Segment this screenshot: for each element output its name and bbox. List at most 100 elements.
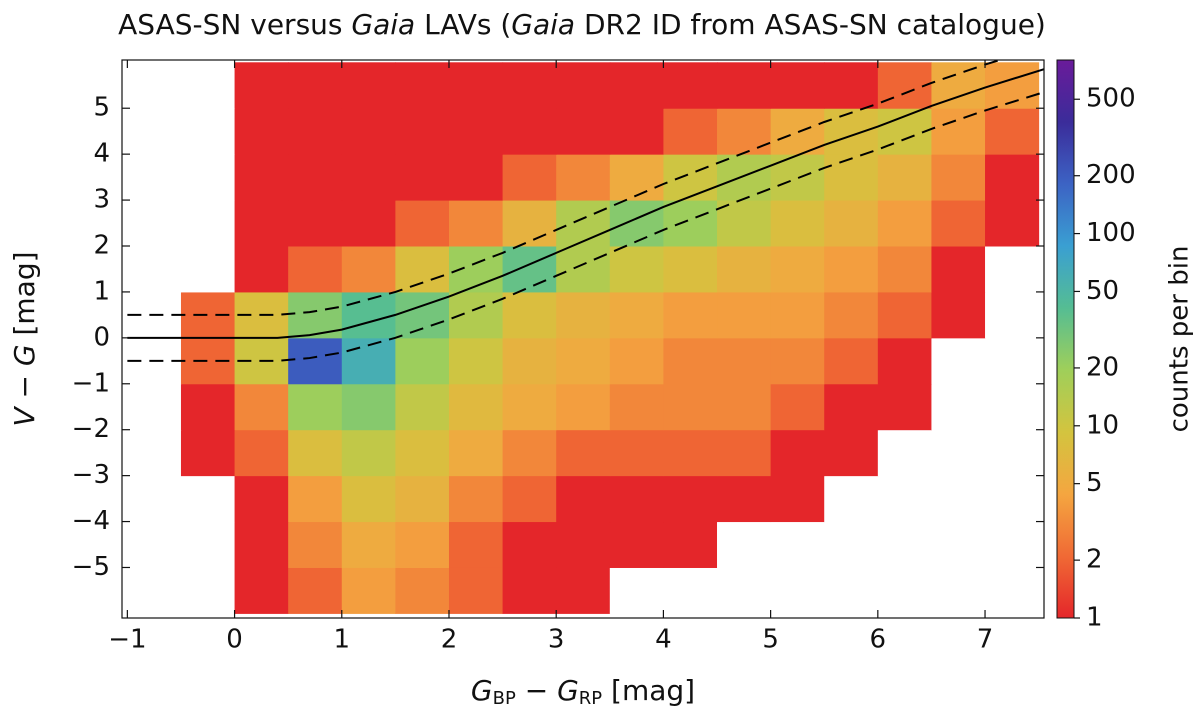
bin xyxy=(931,521,986,568)
bin xyxy=(877,246,932,293)
bin xyxy=(127,521,182,568)
bin xyxy=(609,383,664,431)
x-tick-label: 6 xyxy=(870,625,887,655)
bin xyxy=(770,475,825,523)
bin xyxy=(180,429,236,477)
bin xyxy=(341,108,396,155)
bin xyxy=(341,62,396,109)
bin xyxy=(931,567,986,614)
bin xyxy=(234,521,289,568)
bin xyxy=(341,429,396,477)
colorbar-tick-label: 200 xyxy=(1086,160,1136,190)
bin xyxy=(234,200,289,247)
bin xyxy=(127,200,182,247)
colorbar-label: counts per bin xyxy=(1165,246,1195,433)
bin xyxy=(556,108,611,155)
bin xyxy=(234,383,289,431)
bin xyxy=(448,200,504,247)
y-tick-label: 1 xyxy=(93,276,110,306)
colorbar-tick-label: 500 xyxy=(1086,84,1136,114)
bin xyxy=(502,291,557,339)
bin xyxy=(931,337,986,385)
bin xyxy=(770,246,825,293)
bin xyxy=(234,475,289,523)
x-tick-label: 2 xyxy=(441,625,458,655)
bin xyxy=(717,200,772,247)
bin xyxy=(502,246,557,293)
bin xyxy=(985,291,1040,339)
bin xyxy=(127,108,182,155)
bin xyxy=(877,429,932,477)
bin xyxy=(663,200,718,247)
bin xyxy=(877,383,932,431)
bin xyxy=(448,154,504,201)
bin xyxy=(877,567,932,614)
bin xyxy=(877,200,932,247)
bin xyxy=(288,108,343,155)
bin xyxy=(824,246,879,293)
bin xyxy=(663,521,718,568)
bin xyxy=(502,108,557,155)
bin xyxy=(234,567,289,614)
bin xyxy=(877,154,932,201)
bin xyxy=(341,246,396,293)
bin xyxy=(341,383,396,431)
bin xyxy=(663,246,718,293)
bin xyxy=(234,429,289,477)
bin xyxy=(288,567,343,614)
bin xyxy=(985,475,1040,523)
y-axis-label: V − G [mag] xyxy=(8,251,41,426)
colorbar-tick-label: 10 xyxy=(1086,410,1119,440)
bin xyxy=(502,383,557,431)
bin xyxy=(824,475,879,523)
bin xyxy=(985,383,1040,431)
bin xyxy=(556,429,611,477)
bin xyxy=(770,337,825,385)
fit-line xyxy=(127,91,1044,362)
bin xyxy=(395,108,450,155)
plot-frame xyxy=(121,59,1045,619)
bin xyxy=(180,108,236,155)
bin xyxy=(395,62,450,109)
bin xyxy=(127,475,182,523)
bin xyxy=(341,200,396,247)
bin xyxy=(288,337,343,385)
bin xyxy=(180,200,236,247)
bin xyxy=(609,154,664,201)
y-tick-label: −4 xyxy=(72,506,110,536)
bin xyxy=(448,429,504,477)
colorbar xyxy=(1056,59,1075,619)
x-tick-label: 7 xyxy=(977,625,994,655)
bin xyxy=(824,108,879,155)
bin xyxy=(556,291,611,339)
bin xyxy=(609,108,664,155)
bin xyxy=(234,154,289,201)
x-axis-label: GBP − GRP [mag] xyxy=(471,674,695,709)
y-tick-label: −1 xyxy=(72,368,110,398)
bin xyxy=(288,521,343,568)
bin xyxy=(502,567,557,614)
bin xyxy=(824,291,879,339)
bin xyxy=(824,200,879,247)
bin xyxy=(717,429,772,477)
x-tick-label: 0 xyxy=(226,625,243,655)
fit-line xyxy=(127,60,1004,316)
bin xyxy=(931,383,986,431)
bin xyxy=(288,383,343,431)
bin xyxy=(824,521,879,568)
bin xyxy=(395,475,450,523)
colorbar-tick-label: 50 xyxy=(1086,276,1119,306)
bin xyxy=(448,521,504,568)
bin xyxy=(180,246,236,293)
colorbar-tick-label: 1 xyxy=(1086,603,1103,633)
bin xyxy=(931,200,986,247)
bin xyxy=(395,429,450,477)
bin xyxy=(717,246,772,293)
bin xyxy=(395,337,450,385)
bin xyxy=(127,383,182,431)
bin xyxy=(770,154,825,201)
bin xyxy=(556,246,611,293)
bin xyxy=(234,108,289,155)
bin xyxy=(556,154,611,201)
bin xyxy=(663,429,718,477)
